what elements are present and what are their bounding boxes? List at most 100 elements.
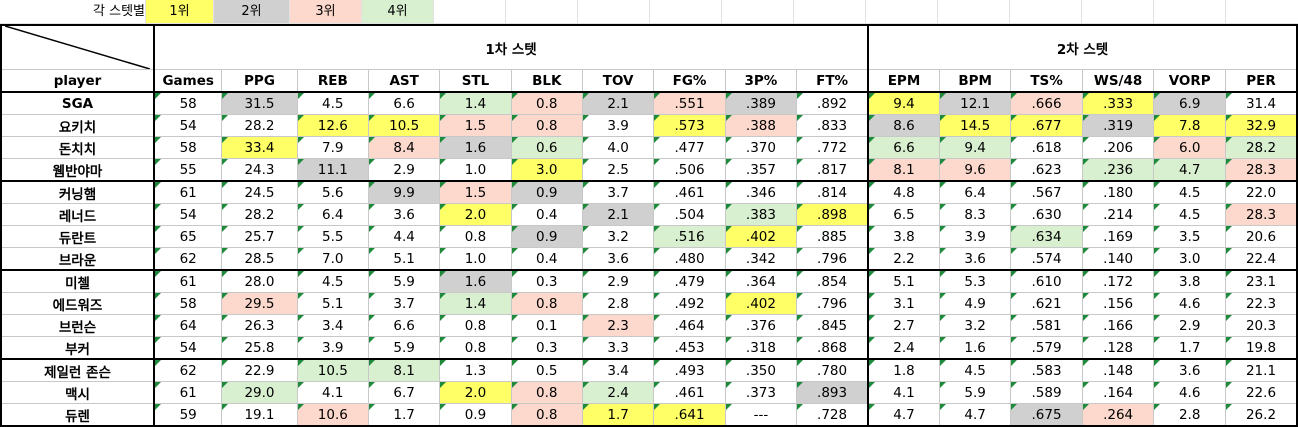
table-row: 맥시 61 29.0 4.1 6.7 2.0 0.8 2.4.461.373.893 4.1 5.… [0, 381, 1298, 404]
stat-cell-epm: 6.6 [867, 136, 940, 159]
stat-cell-ts: .574 [1010, 247, 1083, 271]
stat-cell-ts: .675 [1010, 403, 1083, 427]
stat-cell-blk: 0.3 [510, 336, 583, 360]
stat-cell-vorp: 4.5 [1153, 180, 1226, 204]
stat-cell-stl: 0.8 [439, 336, 512, 360]
stat-cell-per: 28.3 [1225, 203, 1298, 226]
table-row: 브라운 62 28.5 7.0 5.1 1.0 0.4 3.6.480.342.796 2.2 3… [0, 247, 1298, 271]
stat-cell-ppg: 31.5 [221, 91, 298, 115]
column-header-per: PER [1225, 69, 1298, 93]
stat-cell-epm: 9.4 [867, 91, 940, 115]
stat-cell-ft: .833 [796, 114, 870, 137]
stat-cell-ppg: 29.0 [221, 381, 298, 404]
stat-cell-fg: .504 [653, 203, 726, 226]
stat-cell-per: 20.3 [1225, 314, 1298, 337]
table-row: 요키치 54 28.2 12.6 10.5 1.5 0.8 3.9.573.388.833 8.… [0, 114, 1298, 137]
table-row: 미첼 61 28.0 4.5 5.9 1.6 0.3 2.9.479.364.854 5.1 5.… [0, 269, 1298, 293]
column-header-games: Games [153, 69, 223, 93]
stat-cell-ast: 8.1 [367, 358, 441, 382]
stat-cell-3p: .346 [724, 180, 798, 204]
stat-cell-bpm: 3.9 [938, 225, 1012, 248]
stat-cell-per: 22.0 [1225, 180, 1298, 204]
stat-cell-epm: 3.1 [867, 292, 940, 315]
stat-cell-bpm: 9.4 [938, 136, 1012, 159]
stat-cell-3p: .370 [724, 136, 798, 159]
stat-cell-ast: 3.6 [367, 203, 441, 226]
stat-cell-fg: .461 [653, 180, 726, 204]
stat-cell-ast: 9.9 [367, 180, 441, 204]
stat-cell-bpm: 3.6 [938, 247, 1012, 271]
stat-cell-ws-48: .319 [1081, 114, 1155, 137]
table-row: 커닝햄 61 24.5 5.6 9.9 1.5 0.9 3.7.461.346.814 4.8 6… [0, 180, 1298, 204]
stat-cell-ppg: 28.5 [221, 247, 298, 271]
stat-cell-ts: .583 [1010, 358, 1083, 382]
stat-cell-fg: .506 [653, 158, 726, 182]
stat-cell-stl: 1.5 [439, 114, 512, 137]
stat-cell-3p: .383 [724, 203, 798, 226]
player-name: 에드워즈 [0, 292, 155, 315]
stat-cell-ast: 3.7 [367, 292, 441, 315]
stat-cell-bpm: 14.5 [938, 114, 1012, 137]
stat-cell-vorp: 4.6 [1153, 292, 1226, 315]
stat-cell-per: 19.8 [1225, 336, 1298, 360]
player-name: 부커 [0, 336, 155, 360]
table-row: SGA 58 31.5 4.5 6.6 1.4 0.8 2.1.551.389.892 9.4 1… [0, 91, 1298, 115]
stat-cell-ft: .817 [796, 158, 870, 182]
stat-cell-ft: .780 [796, 358, 870, 382]
stat-cell-3p: .402 [724, 292, 798, 315]
stat-cell-reb: 10.5 [296, 358, 369, 382]
stat-cell-games: 65 [153, 225, 223, 248]
stat-cell-vorp: 3.0 [1153, 247, 1226, 271]
stat-cell-blk: 0.8 [510, 114, 583, 137]
stat-cell-reb: 11.1 [296, 158, 369, 182]
stat-cell-3p: .388 [724, 114, 798, 137]
stat-cell-per: 32.9 [1225, 114, 1298, 137]
stat-cell-fg: .493 [653, 358, 726, 382]
stat-cell-epm: 4.8 [867, 180, 940, 204]
stat-cell-ws-48: .169 [1081, 225, 1155, 248]
stat-cell-games: 61 [153, 381, 223, 404]
stat-cell-ft: .772 [796, 136, 870, 159]
stat-cell-ft: .893 [796, 381, 870, 404]
stat-cell-ppg: 26.3 [221, 314, 298, 337]
column-header-ppg: PPG [221, 69, 298, 93]
stat-cell-bpm: 3.2 [938, 314, 1012, 337]
stat-cell-games: 54 [153, 203, 223, 226]
stat-cell-vorp: 2.8 [1153, 403, 1226, 427]
stat-cell-ws-48: .128 [1081, 336, 1155, 360]
stat-cell-ts: .567 [1010, 180, 1083, 204]
stat-cell-per: 26.2 [1225, 403, 1298, 427]
stat-cell-stl: 1.5 [439, 180, 512, 204]
stat-cell-vorp: 6.0 [1153, 136, 1226, 159]
group-secondary-stats: 2차 스텟 [867, 24, 1298, 70]
stat-cell-3p: .389 [724, 91, 798, 115]
stat-cell-vorp: 3.5 [1153, 225, 1226, 248]
column-header-vorp: VORP [1153, 69, 1226, 93]
player-name: 웸반야마 [0, 158, 155, 182]
stat-cell-3p: .318 [724, 336, 798, 360]
stat-cell-ft: .796 [796, 247, 870, 271]
stat-cell-tov: 3.9 [581, 114, 655, 137]
stat-cell-reb: 12.6 [296, 114, 369, 137]
stat-cell-reb: 6.4 [296, 203, 369, 226]
stat-cell-fg: .573 [653, 114, 726, 137]
stat-cell-ppg: 28.2 [221, 203, 298, 226]
stat-cell-3p: .342 [724, 247, 798, 271]
stat-cell-3p: .357 [724, 158, 798, 182]
stat-cell-reb: 4.5 [296, 269, 369, 293]
stat-cell-games: 54 [153, 336, 223, 360]
player-name: SGA [0, 91, 155, 115]
stat-cell-ws-48: .172 [1081, 269, 1155, 293]
player-name: 요키치 [0, 114, 155, 137]
table-row: 부커 54 25.8 3.9 5.9 0.8 0.3 3.3.453.318.868 2.4 1.… [0, 336, 1298, 360]
stat-cell-ws-48: .166 [1081, 314, 1155, 337]
stat-cell-ppg: 24.3 [221, 158, 298, 182]
stat-cell-ft: .892 [796, 91, 870, 115]
table-row: 웸반야마 55 24.3 11.1 2.9 1.0 3.0 2.5.506.357.817 8.… [0, 158, 1298, 182]
stat-cell-games: 58 [153, 292, 223, 315]
stat-cell-ts: .634 [1010, 225, 1083, 248]
stat-cell-games: 55 [153, 158, 223, 182]
stat-cell-tov: 2.8 [581, 292, 655, 315]
stat-cell-3p: .364 [724, 269, 798, 293]
stat-cell-3p: .373 [724, 381, 798, 404]
